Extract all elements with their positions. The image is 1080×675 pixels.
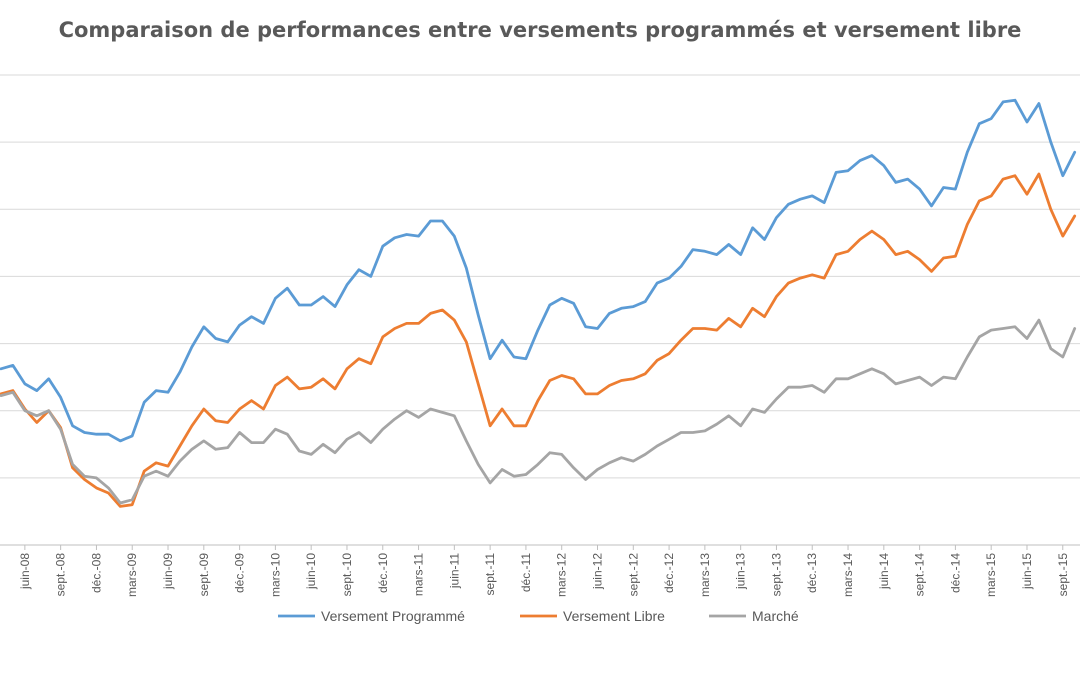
x-tick-label: juin-10 [304, 553, 318, 590]
x-tick-label: mars-12 [555, 553, 569, 597]
series-line-1 [0, 98, 1077, 443]
x-tick-label: déc.-10 [376, 553, 390, 593]
x-tick-label: mars-13 [698, 553, 712, 597]
x-tick-label: juin-15 [1020, 553, 1034, 590]
x-tick-label: déc.-08 [89, 553, 103, 593]
x-tick-label: mars-10 [268, 553, 282, 597]
x-tick-label: sept.-08 [54, 553, 68, 597]
x-tick-label: déc.-14 [948, 553, 962, 593]
x-tick-label: mars-14 [841, 553, 855, 597]
x-tick-label: déc.-12 [662, 553, 676, 593]
x-tick-label: sept.-14 [913, 553, 927, 597]
x-tick-label: juin-11 [447, 553, 461, 589]
x-tick-label: sept.-15 [1056, 553, 1070, 597]
x-tick-label: juin-13 [734, 553, 748, 590]
chart-title: Comparaison de performances entre versem… [58, 18, 1022, 42]
x-tick-label: sept.-11 [483, 553, 497, 596]
series-line-3 [0, 318, 1077, 505]
x-tick-label: sept.-09 [197, 553, 211, 597]
x-tick-label: déc.-13 [805, 553, 819, 593]
x-tick-label: juin-09 [161, 553, 175, 590]
series-line-2 [0, 172, 1077, 508]
x-tick-label: mars-09 [125, 553, 139, 597]
x-tick-label: juin-14 [877, 553, 891, 590]
x-tick-label: mars-11 [412, 553, 426, 596]
x-tick-label: juin-08 [18, 553, 32, 590]
legend-label-1: Versement Programmé [321, 608, 465, 624]
legend-label-3: Marché [752, 608, 799, 624]
x-tick-label: mars-15 [984, 553, 998, 597]
x-tick-label: déc.-09 [233, 553, 247, 593]
x-tick-label: juin-12 [591, 553, 605, 590]
x-tick-label: sept.-10 [340, 553, 354, 597]
x-tick-label: sept.-12 [626, 553, 640, 597]
x-tick-label: déc.-11 [519, 553, 533, 592]
legend-label-2: Versement Libre [563, 608, 665, 624]
x-tick-label: sept.-13 [769, 553, 783, 597]
